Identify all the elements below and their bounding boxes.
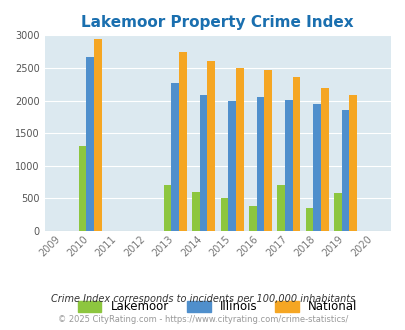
Bar (341, 110, 349, 231)
Bar (256, 97, 264, 231)
Bar (235, 68, 243, 231)
Bar (199, 95, 207, 231)
Text: © 2025 CityRating.com - https://www.cityrating.com/crime-statistics/: © 2025 CityRating.com - https://www.city… (58, 315, 347, 324)
Bar (171, 83, 179, 231)
Bar (305, 208, 313, 231)
Bar (292, 77, 300, 231)
Bar (264, 70, 271, 231)
Bar (349, 95, 356, 231)
Title: Lakemoor Property Crime Index: Lakemoor Property Crime Index (81, 15, 353, 30)
Bar (78, 146, 86, 231)
Bar (86, 57, 94, 231)
Bar (220, 198, 228, 231)
Bar (248, 206, 256, 231)
Bar (207, 61, 215, 231)
Bar (277, 185, 284, 231)
Bar (179, 51, 186, 231)
Bar (192, 192, 199, 231)
Legend: Lakemoor, Illinois, National: Lakemoor, Illinois, National (73, 296, 362, 318)
Text: Crime Index corresponds to incidents per 100,000 inhabitants: Crime Index corresponds to incidents per… (51, 294, 354, 304)
Bar (163, 185, 171, 231)
Bar (94, 39, 101, 231)
Bar (228, 101, 235, 231)
Bar (284, 100, 292, 231)
Bar (320, 88, 328, 231)
Bar (333, 193, 341, 231)
Bar (313, 105, 320, 231)
